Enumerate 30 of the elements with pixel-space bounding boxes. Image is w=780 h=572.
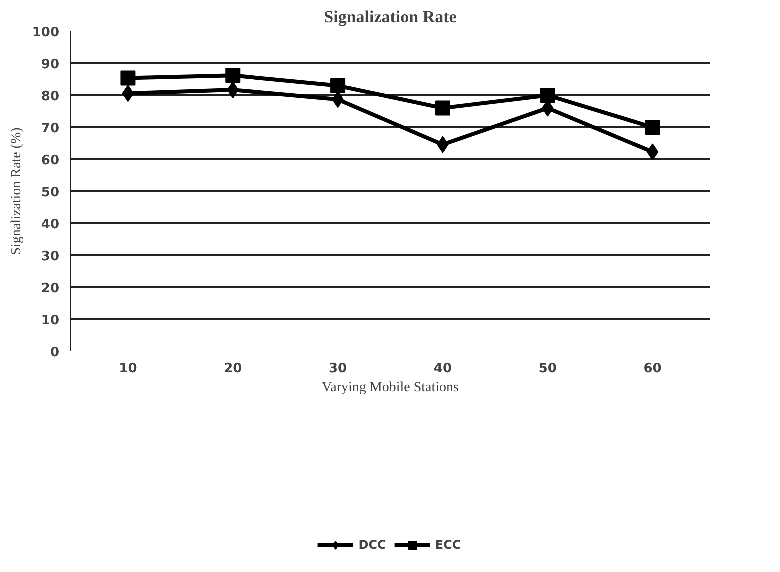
y-tick-label: 30 xyxy=(41,250,60,264)
y-tick-label: 40 xyxy=(41,218,60,232)
legend-label: DCC xyxy=(358,538,386,552)
point xyxy=(645,120,660,135)
x-tick-label: 20 xyxy=(224,362,242,376)
legend-label: ECC xyxy=(435,538,462,552)
x-tick-label: 40 xyxy=(434,362,452,376)
y-tick-label: 10 xyxy=(41,314,60,328)
point xyxy=(646,144,659,161)
y-tick-label: 0 xyxy=(50,346,60,360)
x-tick-label: 50 xyxy=(538,362,557,376)
y-tick-label: 70 xyxy=(41,122,60,136)
x-tick-label: 30 xyxy=(328,362,348,376)
point xyxy=(540,88,556,103)
y-axis-title: Signalization Rate (%) xyxy=(9,127,24,256)
point xyxy=(122,85,134,102)
y-tick-label: 100 xyxy=(32,26,60,40)
y-tick-label: 80 xyxy=(41,90,60,104)
chart-title: Signalization Rate xyxy=(324,8,458,26)
y-tick-label: 90 xyxy=(41,58,60,72)
point xyxy=(120,70,136,86)
y-tick-label: 60 xyxy=(41,154,60,168)
y-tick-label: 50 xyxy=(41,186,60,200)
x-tick-label: 10 xyxy=(119,362,138,376)
x-axis-title: Varying Mobile Stations xyxy=(322,380,459,396)
y-tick-label: 20 xyxy=(41,282,60,296)
point xyxy=(435,100,450,116)
point xyxy=(330,78,346,94)
point xyxy=(226,68,241,84)
x-tick-label: 60 xyxy=(644,362,662,376)
